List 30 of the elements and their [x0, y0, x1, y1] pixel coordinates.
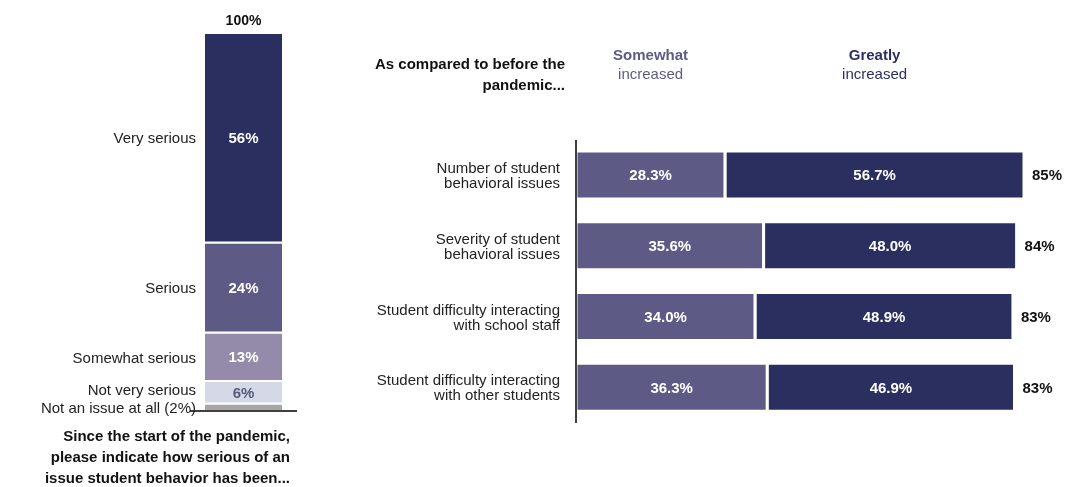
- data-label: 36.3%: [650, 378, 693, 396]
- chart-title: As compared to before the pandemic...: [373, 54, 565, 95]
- total-label: 84%: [1024, 237, 1055, 254]
- y-tick-label: Student difficulty interacting with school staff: [376, 300, 561, 333]
- series-label: Serious: [145, 279, 196, 297]
- data-label: 35.6%: [648, 237, 692, 254]
- series-label: Somewhat serious: [72, 348, 196, 366]
- x-axis-title: Since the start of the pandemic, please indicate how serious of an issue student behavior has been...: [43, 426, 290, 487]
- total-label: 100%: [225, 12, 262, 28]
- text: Somewhat increased: [612, 45, 690, 83]
- series-label: Not very serious: [87, 381, 196, 399]
- data-label: 13%: [228, 347, 259, 365]
- y-tick-label: Number of student behavioral issues: [436, 159, 561, 192]
- total-label: 83%: [1020, 307, 1051, 325]
- y-tick-label: Severity of student behavioral issues: [435, 229, 561, 262]
- data-label: 6%: [232, 383, 255, 401]
- data-label: 28.3%: [629, 166, 672, 184]
- total-label: 85%: [1032, 166, 1063, 184]
- series-label: Not an issue at all (2%): [40, 399, 196, 417]
- text: Greatly increased: [841, 45, 909, 83]
- data-label: 48.9%: [862, 307, 906, 325]
- data-label: 56.7%: [853, 166, 896, 184]
- data-label: 46.9%: [869, 378, 913, 396]
- total-label: 83%: [1022, 378, 1053, 396]
- data-label: 56%: [228, 129, 259, 147]
- data-label: 34.0%: [644, 307, 687, 325]
- series-label: Very serious: [113, 129, 196, 147]
- y-tick-label: Student difficulty interacting with other students: [376, 371, 560, 404]
- data-label: 48.0%: [868, 237, 912, 254]
- data-label: 24%: [228, 278, 259, 296]
